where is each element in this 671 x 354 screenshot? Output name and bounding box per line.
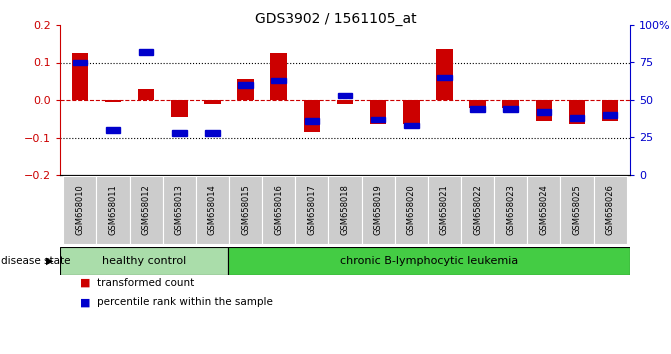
Bar	[569, 100, 585, 124]
Bar	[72, 60, 87, 65]
Bar	[371, 117, 385, 122]
Text: percentile rank within the sample: percentile rank within the sample	[97, 297, 273, 308]
Bar	[106, 127, 120, 133]
Text: GSM658018: GSM658018	[340, 184, 350, 235]
Text: GSM658022: GSM658022	[473, 185, 482, 235]
Bar	[403, 100, 419, 124]
Bar	[97, 176, 130, 244]
Bar	[138, 89, 154, 100]
Bar	[436, 49, 453, 100]
Bar	[570, 115, 584, 121]
Text: GSM658011: GSM658011	[109, 185, 117, 235]
Bar	[527, 176, 560, 244]
Bar	[303, 100, 320, 132]
Bar	[238, 79, 254, 100]
Bar	[196, 176, 229, 244]
Bar	[338, 93, 352, 98]
Bar	[172, 130, 187, 136]
Bar	[603, 112, 617, 118]
Text: GSM658015: GSM658015	[241, 185, 250, 235]
Text: GSM658010: GSM658010	[75, 185, 85, 235]
Bar	[503, 100, 519, 108]
Bar	[163, 176, 196, 244]
Bar	[272, 78, 286, 83]
Text: GSM658024: GSM658024	[539, 185, 548, 235]
Bar	[370, 100, 386, 124]
Text: GSM658020: GSM658020	[407, 185, 416, 235]
Bar	[461, 176, 494, 244]
Text: GSM658019: GSM658019	[374, 185, 382, 235]
Text: ■: ■	[80, 278, 91, 288]
Text: GDS3902 / 1561105_at: GDS3902 / 1561105_at	[255, 12, 416, 26]
Text: ▶: ▶	[46, 256, 53, 266]
Text: GSM658014: GSM658014	[208, 185, 217, 235]
Bar	[270, 53, 287, 100]
Text: GSM658013: GSM658013	[175, 184, 184, 235]
Bar	[204, 100, 221, 104]
Bar	[404, 123, 419, 128]
Bar	[594, 176, 627, 244]
Bar	[362, 176, 395, 244]
Bar	[305, 118, 319, 124]
Bar	[130, 176, 163, 244]
Bar	[139, 49, 154, 55]
Bar	[602, 100, 619, 121]
Bar	[262, 176, 295, 244]
Text: healthy control: healthy control	[102, 256, 186, 266]
Text: chronic B-lymphocytic leukemia: chronic B-lymphocytic leukemia	[340, 256, 518, 266]
Bar	[437, 75, 452, 80]
Text: GSM658025: GSM658025	[572, 185, 582, 235]
Text: GSM658012: GSM658012	[142, 185, 151, 235]
Text: GSM658026: GSM658026	[606, 184, 615, 235]
Bar	[535, 100, 552, 121]
Bar	[494, 176, 527, 244]
Bar	[295, 176, 328, 244]
Text: ■: ■	[80, 297, 91, 308]
Bar	[328, 176, 362, 244]
Text: transformed count: transformed count	[97, 278, 194, 288]
Text: GSM658016: GSM658016	[274, 184, 283, 235]
Bar	[470, 106, 485, 112]
Bar	[60, 247, 227, 275]
Bar	[171, 100, 188, 117]
Text: disease state: disease state	[1, 256, 71, 266]
Bar	[560, 176, 594, 244]
Text: GSM658017: GSM658017	[307, 184, 316, 235]
Bar	[337, 100, 354, 104]
Bar	[72, 53, 88, 100]
Bar	[469, 100, 486, 108]
Bar	[63, 176, 97, 244]
Bar	[238, 82, 253, 88]
Bar	[395, 176, 428, 244]
Text: GSM658021: GSM658021	[440, 185, 449, 235]
Bar	[428, 176, 461, 244]
Bar	[537, 109, 551, 115]
Bar	[105, 100, 121, 102]
Text: GSM658023: GSM658023	[506, 184, 515, 235]
Bar	[229, 176, 262, 244]
Bar	[205, 130, 219, 136]
Bar	[227, 247, 630, 275]
Bar	[503, 106, 518, 112]
